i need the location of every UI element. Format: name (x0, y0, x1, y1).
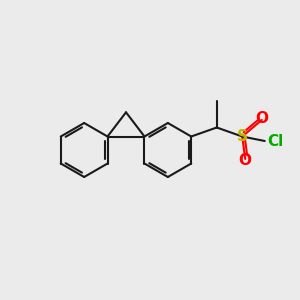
Text: O: O (239, 153, 252, 168)
Text: O: O (255, 111, 268, 126)
Text: S: S (237, 129, 248, 144)
Text: Cl: Cl (268, 134, 284, 148)
